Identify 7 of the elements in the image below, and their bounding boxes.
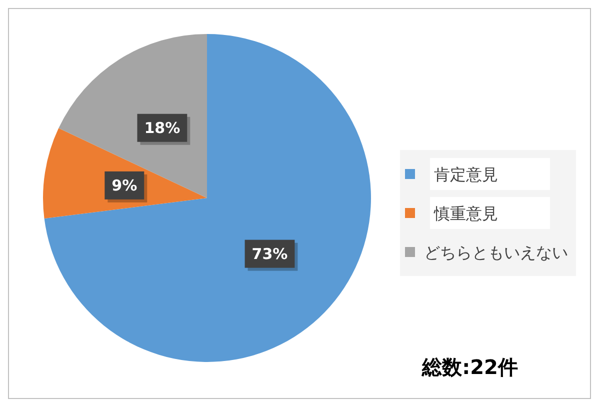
- legend-label: 慎重意見: [433, 204, 498, 223]
- legend-label: どちらともいえない: [424, 243, 568, 262]
- data-label: 9%: [112, 176, 138, 194]
- data-label: 18%: [144, 118, 180, 137]
- legend-label: 肯定意見: [434, 165, 498, 184]
- text: 総数:22件: [421, 355, 518, 379]
- data-label: 73%: [252, 244, 288, 263]
